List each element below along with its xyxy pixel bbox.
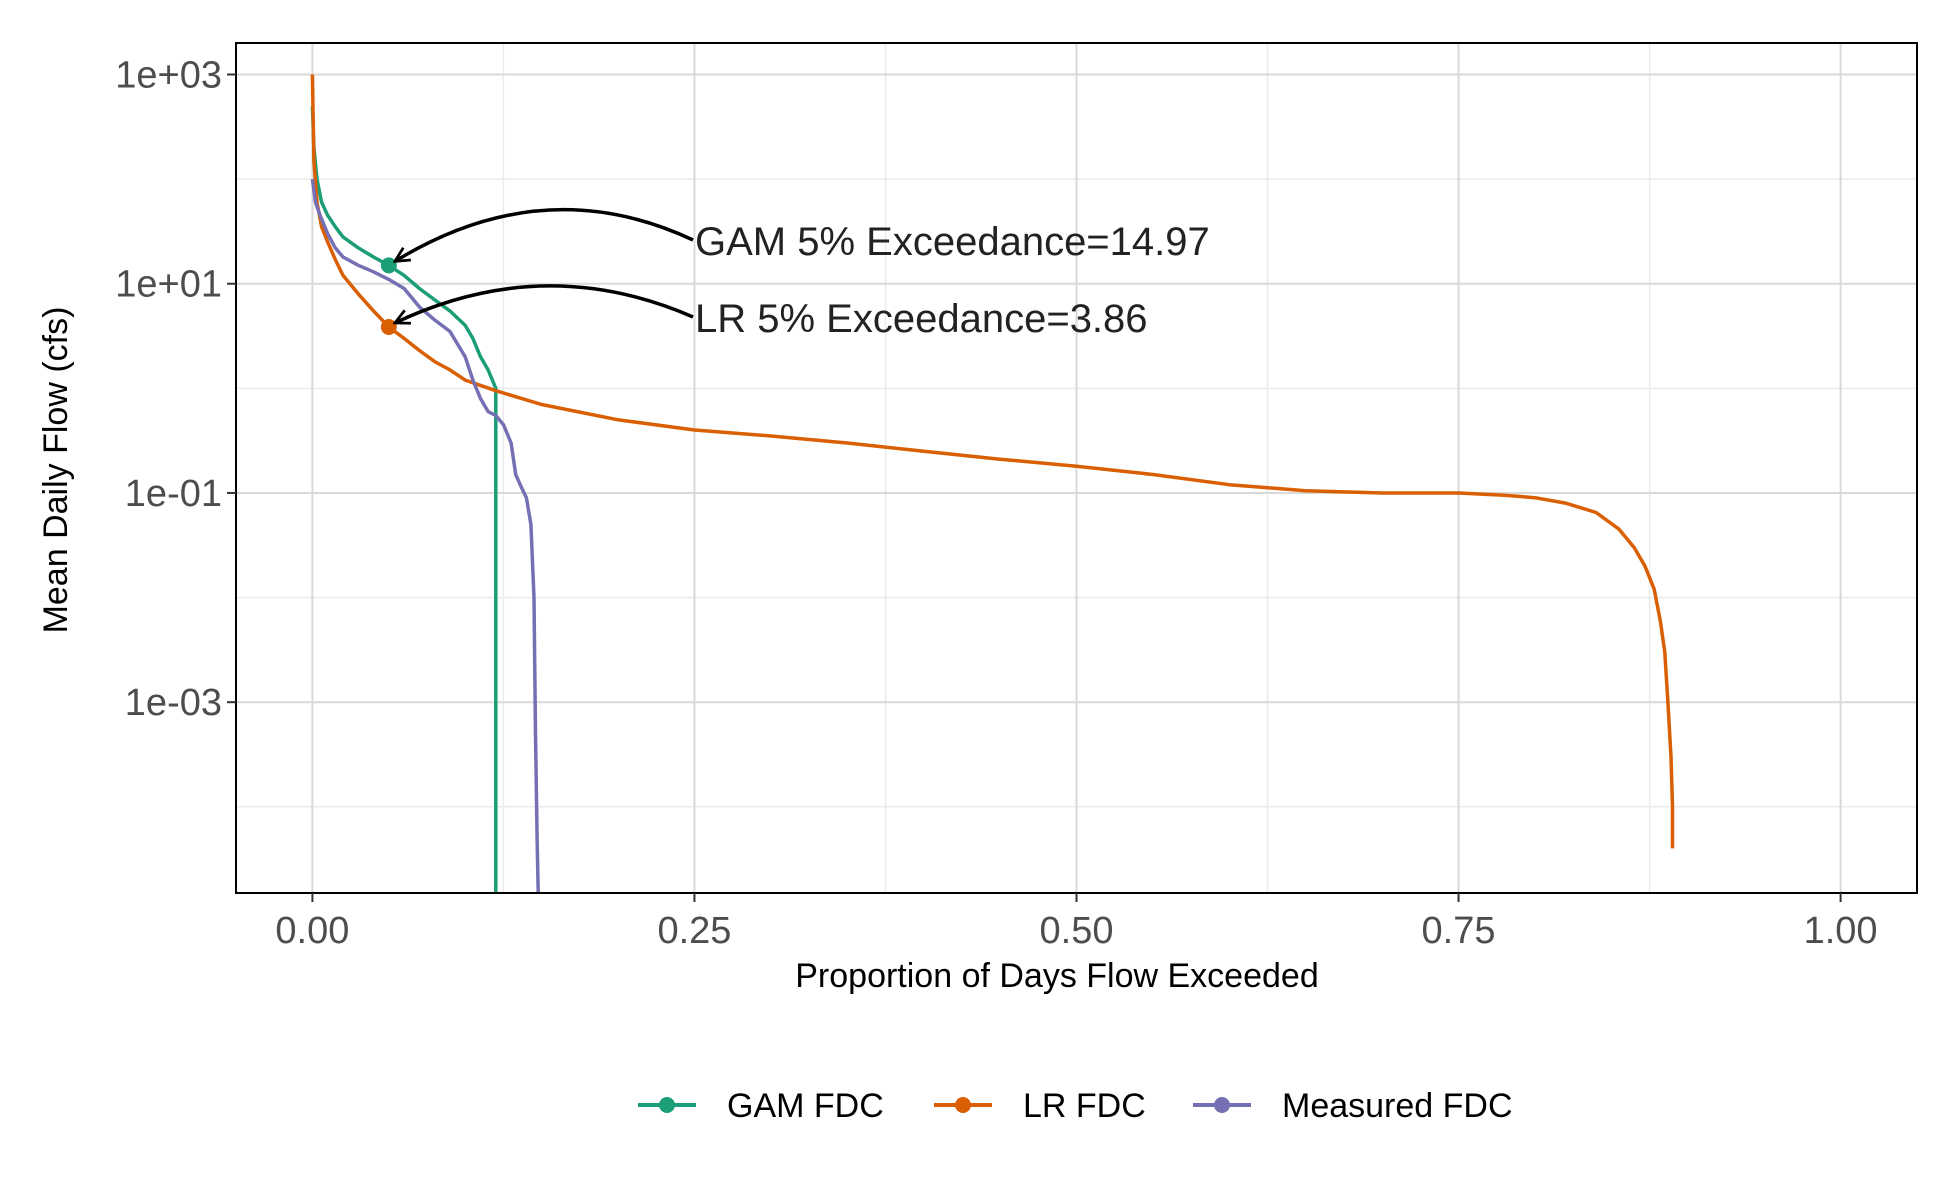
legend-key-point xyxy=(955,1097,971,1113)
series-line-lr-fdc xyxy=(310,74,1675,849)
x-tick-label: 0.75 xyxy=(1422,910,1496,952)
annotation-label: LR 5% Exceedance=3.86 xyxy=(695,297,1148,341)
annotations: GAM 5% Exceedance=14.97 LR 5% Exceedance=… xyxy=(395,207,1210,341)
legend-key-point xyxy=(1214,1097,1230,1113)
legend-label: LR FDC xyxy=(1023,1087,1146,1125)
x-tick-label: 0.50 xyxy=(1040,910,1114,952)
legend-item-lr-fdc: LR FDC xyxy=(934,1087,1146,1125)
series-line-gam-fdc xyxy=(310,105,498,893)
y-tick-label: 1e+03 xyxy=(115,54,222,96)
legend-label: GAM FDC xyxy=(727,1087,884,1125)
y-tick-label: 1e+01 xyxy=(115,264,222,306)
y-tick-label: 1e-03 xyxy=(125,682,222,724)
x-tick-label: 1.00 xyxy=(1804,910,1878,952)
series-line-measured-fdc xyxy=(310,178,540,893)
x-tick-label: 0.25 xyxy=(657,910,731,952)
annotation-arrow xyxy=(395,207,694,262)
x-tick-label: 0.00 xyxy=(275,910,349,952)
annotation-arrow xyxy=(395,284,694,323)
y-axis-title: Mean Daily Flow (cfs) xyxy=(37,307,75,634)
legend: GAM FDC LR FDC Measured FDC xyxy=(638,1087,1513,1125)
y-tick-label: 1e-01 xyxy=(125,473,222,515)
x-axis-title: Proportion of Days Flow Exceeded xyxy=(795,957,1318,995)
series-layer xyxy=(310,74,1675,893)
annotation-label: GAM 5% Exceedance=14.97 xyxy=(695,220,1210,264)
axes: 0.00 0.25 0.50 0.75 1.00 1e+03 1e+01 1e-01 1e-03 xyxy=(115,54,1877,952)
legend-item-gam-fdc: GAM FDC xyxy=(638,1087,884,1125)
legend-label: Measured FDC xyxy=(1282,1087,1513,1125)
legend-key-point xyxy=(659,1097,675,1113)
legend-item-measured-fdc: Measured FDC xyxy=(1193,1087,1513,1125)
